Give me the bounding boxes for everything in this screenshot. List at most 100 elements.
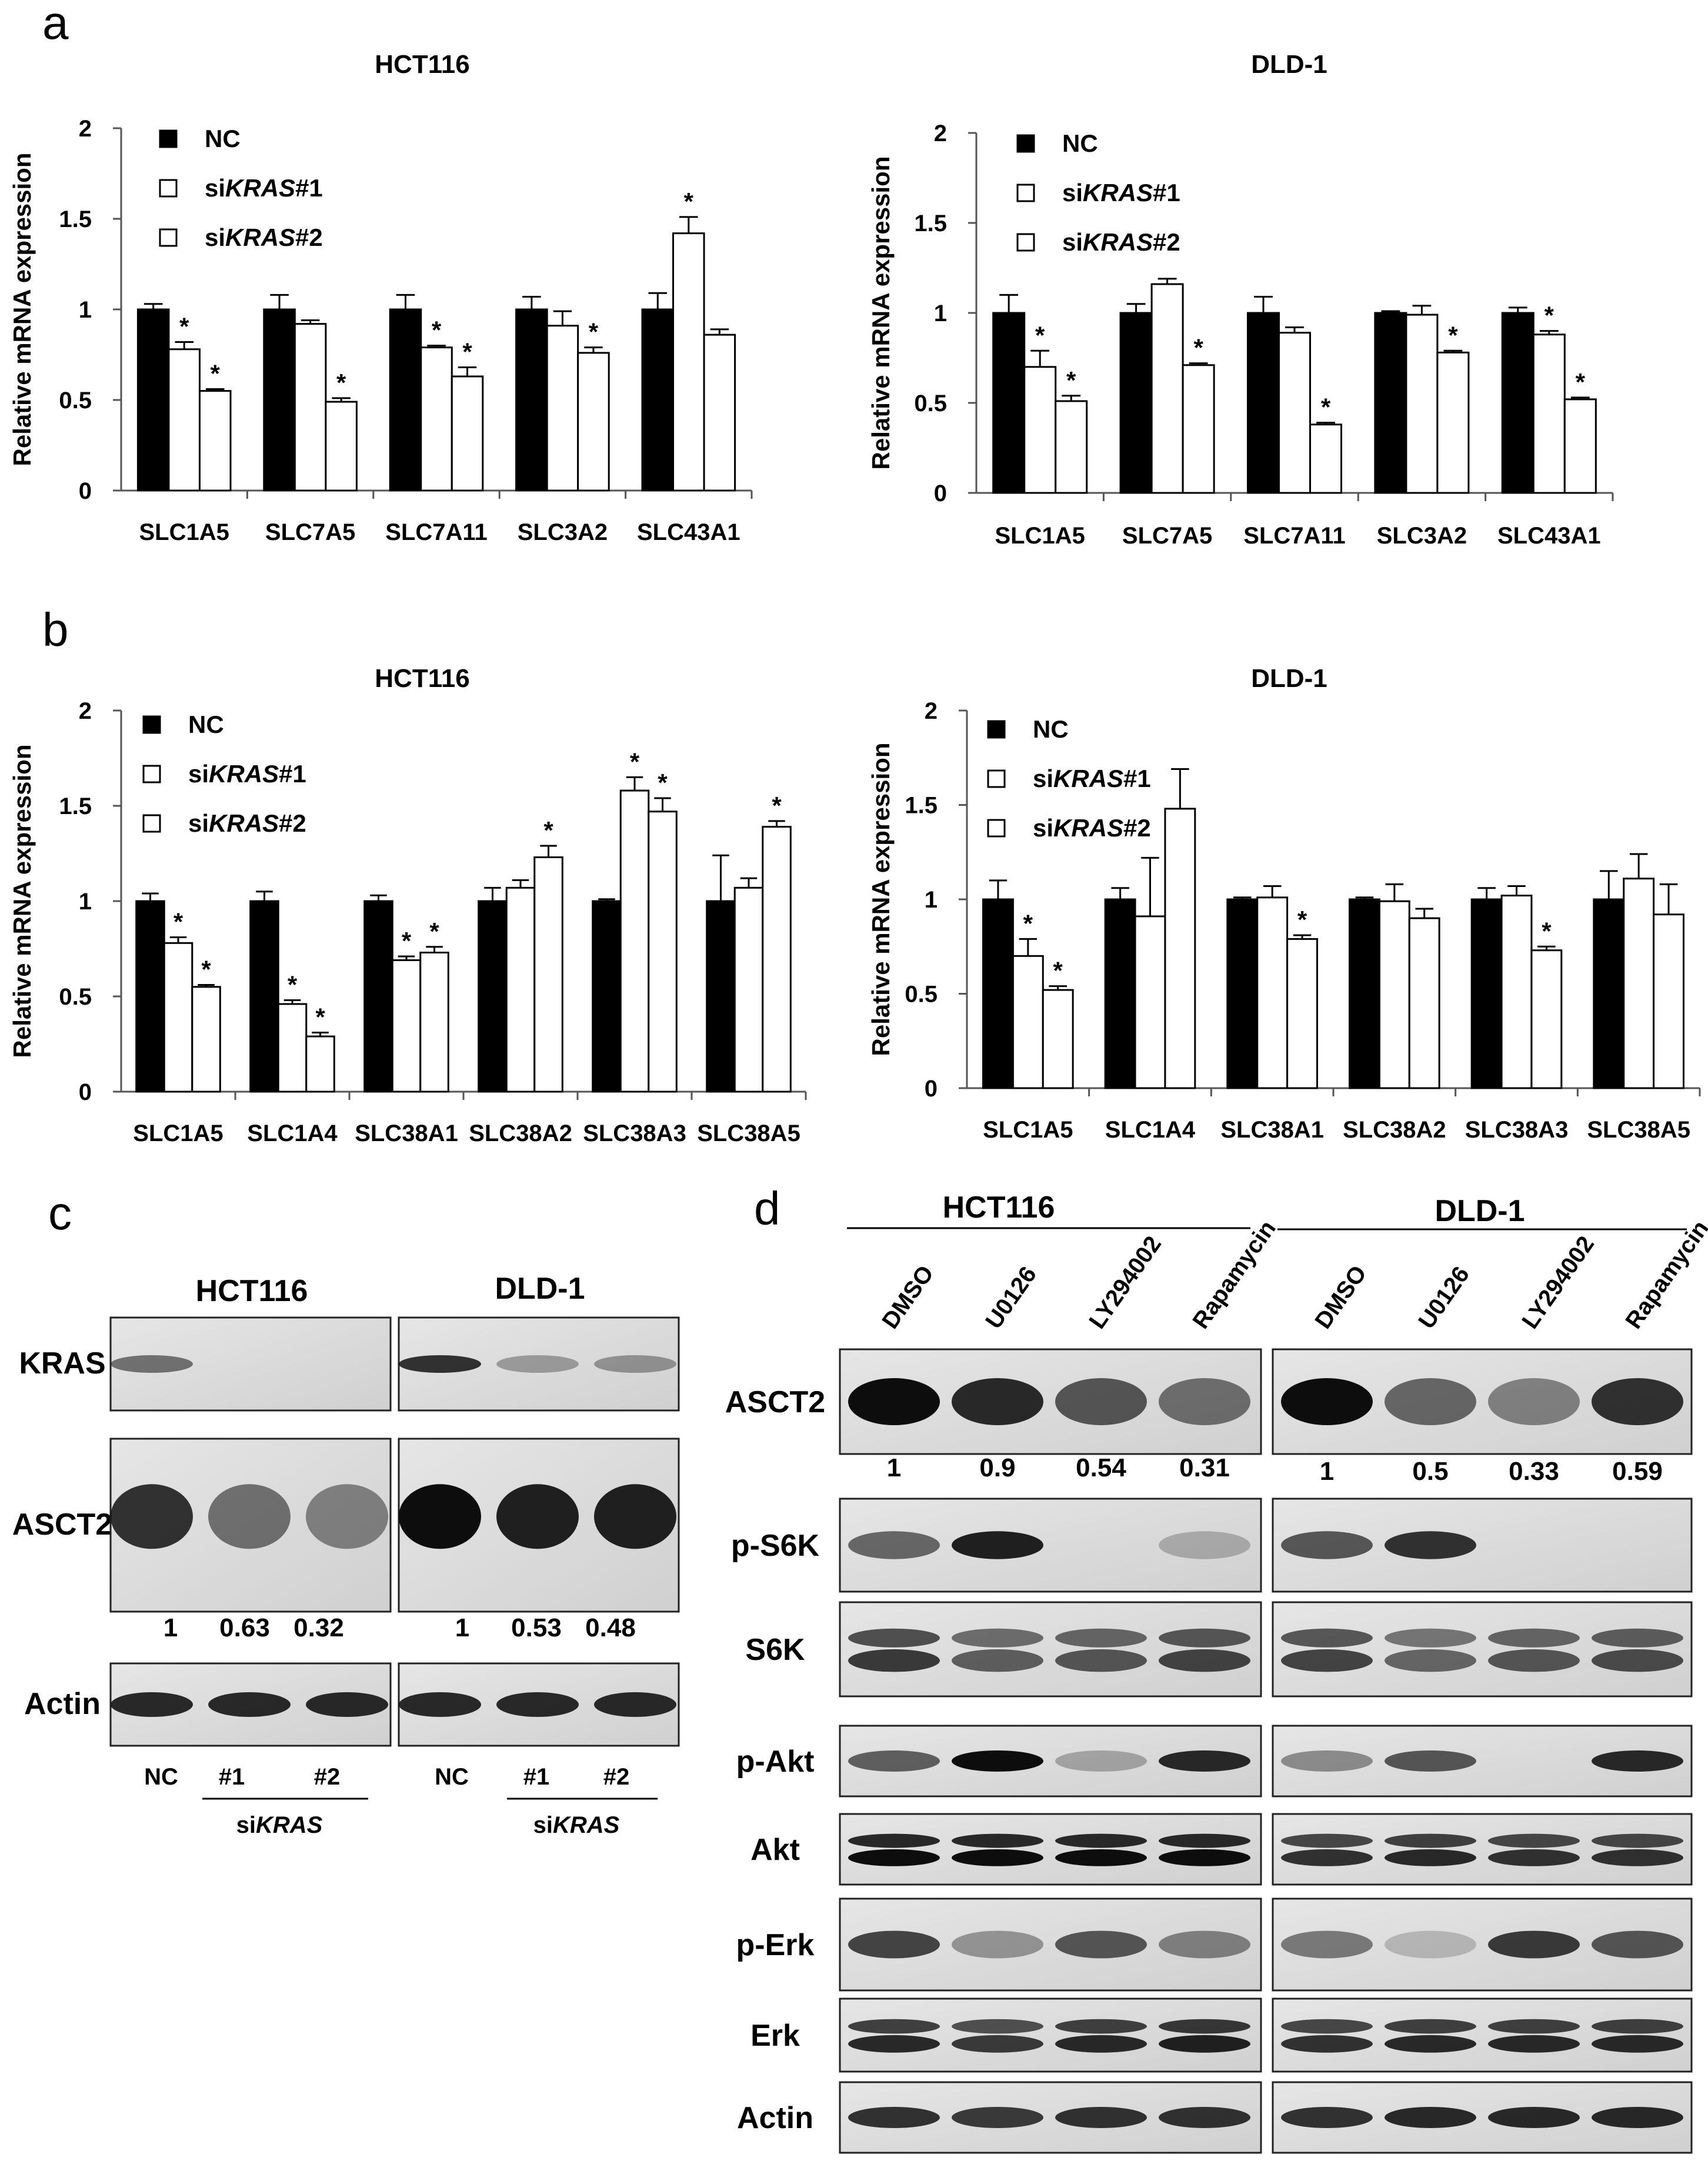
blot-d-band bbox=[952, 2107, 1043, 2128]
legend-swatch bbox=[142, 765, 161, 783]
significance-star: * bbox=[1448, 321, 1458, 349]
bar-2 bbox=[1563, 398, 1597, 494]
blot-c-band bbox=[496, 1692, 579, 1717]
blot-d-membrane bbox=[1272, 1601, 1693, 1698]
blot-d-band-upper bbox=[1592, 2019, 1683, 2034]
bar-1 bbox=[1256, 896, 1289, 1089]
blot-c-band bbox=[399, 1355, 481, 1373]
blot-c-quant-hct: 0.32 bbox=[293, 1613, 344, 1642]
bar-1 bbox=[546, 325, 579, 492]
blot-d-band-lower bbox=[848, 1649, 940, 1672]
blot-d-membrane bbox=[839, 1997, 1262, 2073]
bar-2 bbox=[305, 1035, 335, 1093]
blot-d-band-upper bbox=[1385, 2019, 1476, 2034]
x-tick-label: SLC1A5 bbox=[133, 1120, 223, 1146]
legend-label: siKRAS#2 bbox=[205, 224, 323, 251]
x-tick-label: SLC3A2 bbox=[518, 519, 608, 545]
legend-label: NC bbox=[188, 711, 224, 738]
bar-2 bbox=[1408, 917, 1440, 1089]
x-tick-label: SLC43A1 bbox=[637, 519, 740, 545]
chart-title: HCT116 bbox=[375, 50, 469, 79]
chart-title: DLD-1 bbox=[1251, 50, 1327, 79]
x-tick-label: SLC7A5 bbox=[1122, 523, 1212, 549]
blot-d-band bbox=[1159, 2107, 1250, 2128]
panel-letter-b: b bbox=[42, 603, 69, 656]
blot-d-treatment-label: DMSO bbox=[877, 1261, 939, 1334]
blot-d-row-label: Erk bbox=[750, 2019, 800, 2053]
bar-0 bbox=[1593, 898, 1625, 1089]
y-tick-label: 2 bbox=[934, 121, 947, 146]
significance-star: * bbox=[1576, 368, 1586, 396]
blot-d-band bbox=[1488, 2107, 1580, 2128]
bar-0 bbox=[641, 308, 675, 492]
blot-d-band-upper bbox=[1281, 1628, 1373, 1648]
significance-star: * bbox=[211, 360, 221, 388]
significance-star: * bbox=[315, 1003, 325, 1031]
blot-d-band bbox=[1385, 2107, 1476, 2128]
bar-1 bbox=[391, 959, 422, 1093]
bar-2 bbox=[198, 390, 232, 492]
blot-c-lane-label: NC bbox=[435, 1764, 469, 1790]
y-tick-label: 1.5 bbox=[914, 211, 947, 236]
blot-d-band bbox=[1055, 1378, 1147, 1426]
bar-0 bbox=[1246, 312, 1280, 494]
legend: NC siKRAS#1 siKRAS#2 bbox=[142, 711, 306, 837]
x-tick-label: SLC1A5 bbox=[983, 1117, 1073, 1143]
y-tick-label: 1.5 bbox=[59, 793, 92, 819]
bar-1 bbox=[1277, 332, 1312, 494]
blot-c-band bbox=[399, 1484, 481, 1549]
x-tick-label: SLC38A1 bbox=[1220, 1117, 1324, 1143]
blot-d-band-upper bbox=[1159, 1833, 1250, 1848]
blot-d-membrane bbox=[839, 1813, 1262, 1886]
blot-d-band-lower bbox=[848, 2035, 940, 2053]
blot-d-band-upper bbox=[1385, 1628, 1476, 1648]
blot-c-band bbox=[111, 1484, 193, 1549]
significance-star: * bbox=[543, 816, 553, 844]
bar-2 bbox=[1309, 423, 1343, 494]
y-tick-label: 1 bbox=[934, 301, 947, 326]
blot-c-band bbox=[594, 1692, 676, 1717]
blot-d-band-upper bbox=[1055, 1628, 1147, 1648]
blot-d-band bbox=[1055, 2107, 1147, 2128]
blot-d-band bbox=[1488, 1378, 1580, 1426]
blot-d-band bbox=[952, 1750, 1043, 1772]
chart-b-hct116: HCT116 Relative mRNA expression 0 0.5 1 1.5 2 S… bbox=[8, 664, 807, 1146]
blot-d-band-upper bbox=[1592, 1628, 1683, 1648]
blot-d-band bbox=[1055, 1930, 1147, 1959]
blot-d-band-upper bbox=[1592, 1833, 1683, 1848]
significance-star: * bbox=[684, 188, 694, 215]
bar-1 bbox=[420, 346, 453, 492]
blot-d-band bbox=[1385, 1750, 1476, 1772]
blot-c-band bbox=[208, 1692, 291, 1717]
bar-2 bbox=[1436, 351, 1470, 494]
chart-title: DLD-1 bbox=[1251, 664, 1327, 693]
blot-d-band-lower bbox=[848, 1849, 940, 1866]
blot-d-band-upper bbox=[952, 1628, 1043, 1648]
blot-d-band-lower bbox=[1592, 1649, 1683, 1672]
significance-star: * bbox=[174, 908, 184, 936]
blot-d-band-lower bbox=[1385, 1849, 1476, 1866]
blot-d-band bbox=[1281, 1930, 1373, 1959]
blot-d-band bbox=[848, 1531, 940, 1559]
significance-star: * bbox=[179, 312, 189, 340]
blot-c-quant-dld: 0.48 bbox=[585, 1613, 636, 1642]
chart-a-hct116: HCT116 Relative mRNA expression 0 0.5 1 1.5 2 S… bbox=[8, 50, 753, 545]
blot-d-band bbox=[952, 1930, 1043, 1959]
blot-d-band bbox=[848, 1378, 940, 1426]
bar-1 bbox=[672, 232, 705, 492]
blot-d-band bbox=[1281, 1750, 1373, 1772]
y-tick-label: 1.5 bbox=[59, 206, 92, 232]
blot-d-quant-hct: 0.54 bbox=[1076, 1453, 1126, 1482]
blot-d-membrane bbox=[1272, 1498, 1693, 1593]
bar-2 bbox=[1164, 808, 1196, 1089]
legend-label: siKRAS#1 bbox=[1062, 179, 1180, 206]
blot-c-sikras-label: siKRAS bbox=[236, 1812, 323, 1838]
blot-d-band bbox=[1055, 1750, 1147, 1772]
y-tick-label: 2 bbox=[925, 698, 938, 724]
blot-d-band bbox=[1385, 1930, 1476, 1959]
panel-letter-d: d bbox=[754, 1182, 780, 1235]
blot-d-band bbox=[952, 1531, 1043, 1559]
panel-letter-a: a bbox=[42, 0, 69, 49]
bar-0 bbox=[592, 900, 622, 1093]
